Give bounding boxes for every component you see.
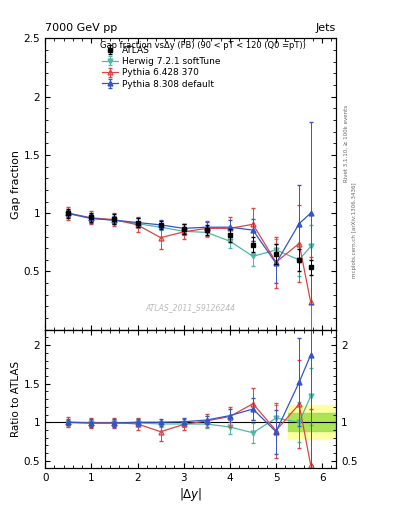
Text: Jets: Jets bbox=[316, 23, 336, 33]
Y-axis label: Gap fraction: Gap fraction bbox=[11, 150, 21, 219]
Text: 7000 GeV pp: 7000 GeV pp bbox=[45, 23, 118, 33]
X-axis label: $|\Delta y|$: $|\Delta y|$ bbox=[179, 486, 202, 503]
Text: ATLAS_2011_S9126244: ATLAS_2011_S9126244 bbox=[145, 303, 236, 312]
Text: mcplots.cern.ch [arXiv:1306.3436]: mcplots.cern.ch [arXiv:1306.3436] bbox=[352, 183, 357, 278]
Text: Rivet 3.1.10, ≥ 100k events: Rivet 3.1.10, ≥ 100k events bbox=[344, 105, 349, 182]
Text: Gap fraction vsΔy (FB) (90 < pT < 120 (Q0 =̅pT)): Gap fraction vsΔy (FB) (90 < pT < 120 (Q… bbox=[101, 41, 306, 50]
Legend: ATLAS, Herwig 7.2.1 softTune, Pythia 6.428 370, Pythia 8.308 default: ATLAS, Herwig 7.2.1 softTune, Pythia 6.4… bbox=[102, 46, 220, 89]
Y-axis label: Ratio to ATLAS: Ratio to ATLAS bbox=[11, 361, 21, 437]
